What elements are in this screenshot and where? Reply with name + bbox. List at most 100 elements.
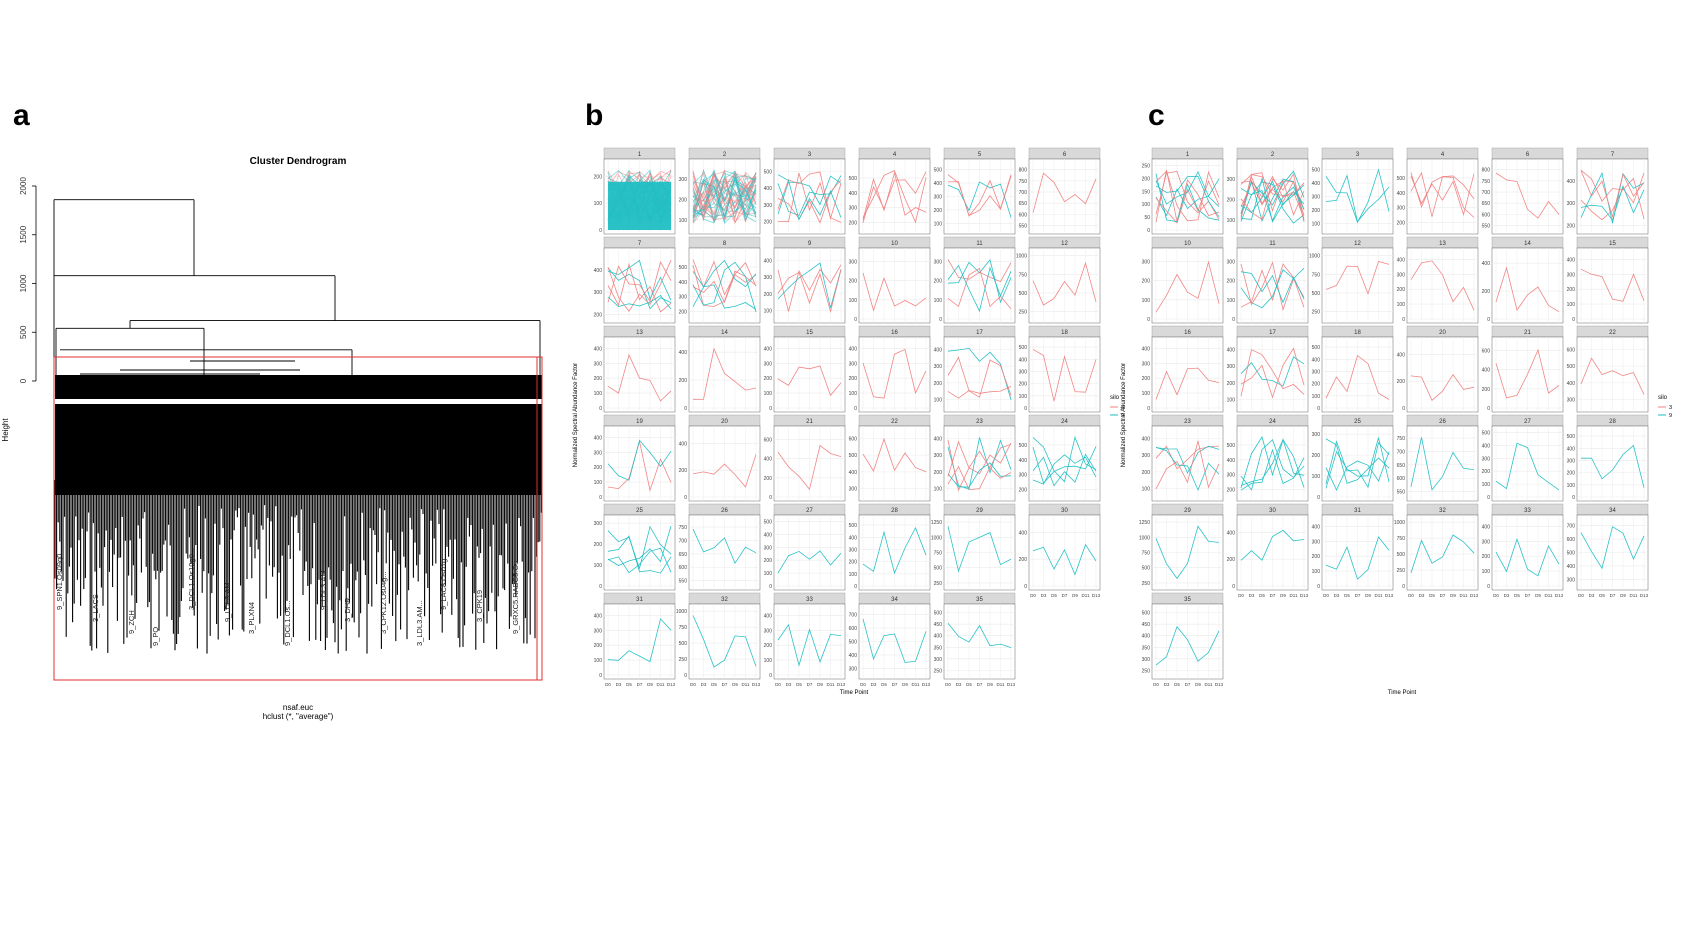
series-line-silo-3 [1410,173,1475,217]
series-line-silo-9 [607,259,672,301]
y-tick-label: 300 [1482,539,1491,545]
x-tick-label: D0 [860,682,866,687]
x-tick-label: D9 [732,682,738,687]
facet-strip-label: 25 [1354,419,1361,425]
panel-c-facet: 7 200 300 400 [1567,147,1649,235]
series-line-silo-9 [607,439,672,481]
y-tick-label: 500 [1567,551,1576,557]
y-tick-label: 300 [764,361,773,367]
y-tick-label: 450 [1142,622,1151,628]
y-tick-label: 500 [934,566,943,572]
y-tick-label: 600 [679,565,688,571]
series-line-silo-9 [692,181,757,224]
y-tick-label: 200 [1019,557,1028,563]
y-tick-label: 200 [934,208,943,214]
facet-strip-label: 30 [1061,508,1068,514]
y-tick-label: 200 [764,643,773,649]
y-tick-label: 550 [1397,490,1406,496]
series-line-silo-9 [1155,625,1220,666]
y-tick-label: 650 [1482,201,1491,207]
x-tick-label: D13 [1555,593,1564,598]
series-line-silo-3 [1155,440,1220,490]
y-tick-label: 400 [934,347,943,353]
y-tick-label: 0 [599,228,602,234]
series-line-silo-9 [1155,173,1220,223]
y-tick-label: 300 [1227,473,1236,479]
y-tick-label: 100 [849,572,858,578]
panel-b-facet: 17 100 200 300 400 [934,325,1016,413]
y-tick-label: 100 [1312,221,1321,227]
panel-b-facet: 33 0 100 200 300 400 [764,592,846,680]
y-tick-label: 100 [1312,474,1321,480]
y-tick-label: 100 [764,391,773,397]
panel-b-facet: 29 250 500 750 1000 1250 [931,503,1016,591]
y-tick-label: 300 [1312,432,1321,438]
y-tick-label: 300 [764,545,773,551]
y-tick-label: 700 [1482,190,1491,196]
y-tick-label: 100 [849,298,858,304]
y-tick-label: 300 [1019,473,1028,479]
y-tick-label: 400 [1019,357,1028,363]
y-tick-label: 200 [1397,379,1406,385]
series-line-silo-3 [1032,348,1097,402]
x-tick-label: D3 [1249,593,1255,598]
series-line-silo-9 [1325,174,1390,223]
series-line-silo-9 [692,175,757,223]
y-tick-label: 500 [679,265,688,271]
panel-c-panel: 1050100150200250210020030031002003004005… [1121,147,1672,696]
x-tick-label: D13 [1640,593,1649,598]
y-tick-label: 400 [679,280,688,286]
facet-strip-label: 35 [1184,597,1191,603]
y-tick-label: 100 [594,391,603,397]
y-tick-label: 200 [934,381,943,387]
y-tick-label: 500 [849,453,858,459]
y-tick-label: 400 [849,653,858,659]
panel-c-facet: 14 0 200 400 [1482,236,1564,324]
facet-strip-label: 13 [636,330,643,336]
y-tick-label: 250 [1397,568,1406,574]
y-tick-label: 500 [19,325,28,339]
panel-b-facet: 30 0 200 400 [1019,503,1101,591]
y-tick-label: 200 [679,310,688,316]
x-tick-label: D5 [796,682,802,687]
x-tick-label: D13 [837,682,846,687]
y-tick-label: 1000 [1139,535,1150,541]
x-tick-label: D13 [1092,593,1101,598]
y-tick-label: 800 [1019,168,1028,174]
panel-b-facet: 5 100 200 300 400 500 [934,147,1016,235]
y-tick-label: 0 [1572,317,1575,323]
series-line-silo-9 [1495,442,1560,491]
series-line-silo-9 [1155,175,1220,218]
facet-strip-label: 7 [1611,152,1615,158]
y-tick-label: 300 [1482,456,1491,462]
x-tick-label: D7 [1525,593,1531,598]
y-tick-label: 100 [1142,487,1151,493]
leaf-label: 3_CPK12.Os04g... [379,571,388,634]
facet-strip-label: 24 [1061,419,1068,425]
y-tick-label: 200 [1019,488,1028,494]
series-line-silo-9 [692,528,757,565]
y-tick-label: 250 [1142,164,1151,170]
panel-c-facet: 31 0 100 200 300 400 [1312,503,1394,591]
series-line-silo-9 [1240,170,1305,217]
x-tick-label: D11 [1630,593,1638,598]
panel-c-facet: 33 0 100 200 300 400 [1482,503,1564,591]
leaf-mass-core [55,375,542,495]
y-tick-label: 500 [1567,364,1576,370]
panel-c-facet: 21 0 200 400 600 [1482,325,1564,413]
y-tick-label: 400 [594,435,603,441]
facet-strip-label: 5 [978,152,982,158]
series-line-silo-9 [947,259,1012,304]
x-tick-label: D7 [1355,593,1361,598]
y-tick-label: 300 [594,628,603,634]
series-line-silo-3 [1240,347,1305,399]
panel-b-facet: 28 0 100 200 300 400 500 [849,503,931,591]
panel-c-facet: 29 250 500 750 1000 1250 [1139,503,1224,591]
y-tick-label: 300 [1312,369,1321,375]
y-tick-label: 400 [1312,181,1321,187]
series-line-silo-3 [1580,169,1645,220]
facet-strip-label: 30 [1269,508,1276,514]
y-tick-label: 200 [764,292,773,298]
y-axis-label: Height [1,418,10,442]
